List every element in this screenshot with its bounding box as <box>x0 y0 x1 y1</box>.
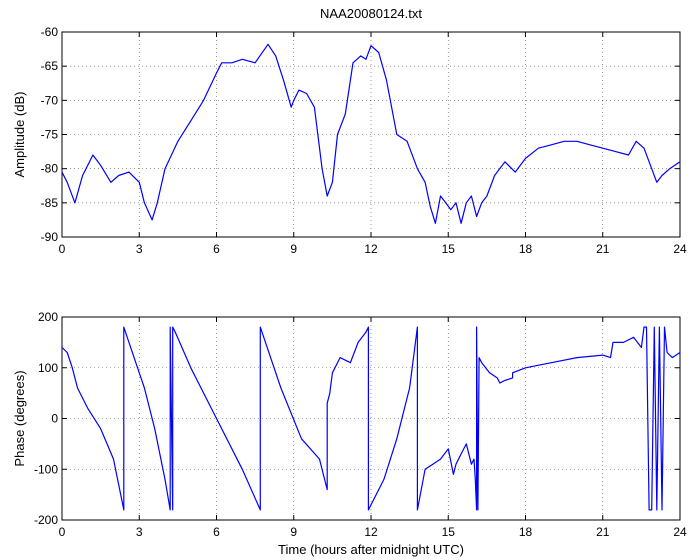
chart-1-x-tick-label-7: 21 <box>596 242 610 256</box>
chart-1-x-tick-label-4: 12 <box>364 242 378 256</box>
chart-1-y-tick-label-3: -75 <box>41 128 59 142</box>
chart-2-series-line-1 <box>61 326 681 511</box>
chart-2-y-axis-label: Phase (degrees) <box>12 370 27 466</box>
chart-1-y-tick-label-1: -85 <box>41 196 59 210</box>
chart-2-y-tick-label-1: -100 <box>34 462 58 476</box>
chart-1-y-tick-label-6: -60 <box>41 25 59 39</box>
chart-1-x-tick-label-3: 9 <box>290 242 297 256</box>
chart-1-y-tick-label-4: -70 <box>41 93 59 107</box>
chart-2-x-tick-label-0: 0 <box>59 525 66 539</box>
chart-2-y-tick-label-0: -200 <box>34 513 58 527</box>
chart-2-x-tick-label-4: 12 <box>364 525 378 539</box>
chart-2-x-tick-label-5: 15 <box>442 525 456 539</box>
chart-1-y-tick-label-2: -80 <box>41 162 59 176</box>
chart-1-x-tick-label-5: 15 <box>442 242 456 256</box>
chart-1-x-tick-label-2: 6 <box>213 242 220 256</box>
chart-2-y-tick-label-3: 100 <box>38 361 58 375</box>
chart-2-x-tick-label-1: 3 <box>136 525 143 539</box>
chart-1-x-tick-label-1: 3 <box>136 242 143 256</box>
chart-2-x-tick-label-8: 24 <box>673 525 687 539</box>
chart-2-x-tick-label-6: 18 <box>519 525 533 539</box>
chart-2-x-tick-label-7: 21 <box>596 525 610 539</box>
chart-1-title: NAA20080124.txt <box>320 6 422 21</box>
chart-2-x-tick-label-3: 9 <box>290 525 297 539</box>
chart-1-x-tick-label-8: 24 <box>673 242 687 256</box>
chart-1-x-tick-label-6: 18 <box>519 242 533 256</box>
chart-2-y-tick-label-4: 200 <box>38 310 58 324</box>
chart-2-x-axis-label: Time (hours after midnight UTC) <box>278 542 464 557</box>
chart-2-y-tick-label-2: 0 <box>51 412 58 426</box>
chart-1-y-tick-label-5: -65 <box>41 59 59 73</box>
chart-1-series-line-1 <box>61 43 681 224</box>
chart-2-x-tick-label-2: 6 <box>213 525 220 539</box>
chart-1-x-tick-label-0: 0 <box>59 242 66 256</box>
chart-1-y-tick-label-0: -90 <box>41 230 59 244</box>
chart-1-y-axis-label: Amplitude (dB) <box>12 92 27 178</box>
